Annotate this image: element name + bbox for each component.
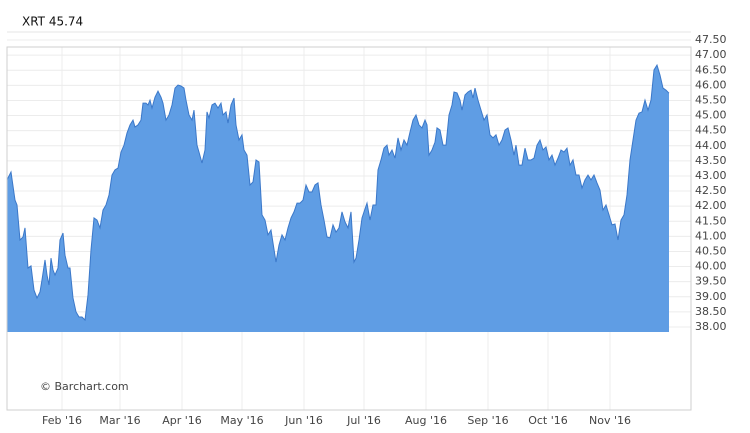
y-tick-label: 43.00 xyxy=(695,169,727,182)
x-tick-label: Mar '16 xyxy=(99,414,140,427)
x-tick-label: Sep '16 xyxy=(467,414,508,427)
watermark: © Barchart.com xyxy=(40,380,129,393)
x-tick-label: Oct '16 xyxy=(528,414,568,427)
y-tick-label: 38.50 xyxy=(695,305,727,318)
x-tick-label: Jun '16 xyxy=(284,414,323,427)
y-tick-label: 40.00 xyxy=(695,260,727,273)
price-line xyxy=(6,63,670,322)
y-tick-label: 38.00 xyxy=(695,320,727,333)
plot-marks xyxy=(6,63,670,332)
y-tick-label: 41.00 xyxy=(695,229,727,242)
x-tick-label: Apr '16 xyxy=(162,414,202,427)
y-tick-label: 40.50 xyxy=(695,244,727,257)
y-tick-label: 41.50 xyxy=(695,214,727,227)
x-tick-label: Aug '16 xyxy=(405,414,447,427)
x-tick-label: Feb '16 xyxy=(42,414,82,427)
area xyxy=(7,65,669,332)
y-tick-label: 45.00 xyxy=(695,109,727,122)
x-tick-label: Jul '16 xyxy=(346,414,381,427)
y-tick-label: 42.50 xyxy=(695,184,727,197)
y-tick-label: 39.00 xyxy=(695,290,727,303)
y-tick-label: 44.50 xyxy=(695,124,727,137)
plot-frame xyxy=(6,46,692,411)
x-tick-label: May '16 xyxy=(220,414,263,427)
y-tick-label: 45.50 xyxy=(695,93,727,106)
y-tick-label: 47.50 xyxy=(695,33,727,46)
y-tick-label: 46.50 xyxy=(695,63,727,76)
y-tick-label: 39.50 xyxy=(695,275,727,288)
x-tick-label: Nov '16 xyxy=(589,414,631,427)
y-tick-label: 42.00 xyxy=(695,199,727,212)
chart-title: XRT 45.74 xyxy=(22,15,83,29)
y-tick-label: 46.00 xyxy=(695,78,727,91)
y-tick-label: 47.00 xyxy=(695,48,727,61)
y-tick-label: 43.50 xyxy=(695,154,727,167)
y-tick-label: 44.00 xyxy=(695,139,727,152)
